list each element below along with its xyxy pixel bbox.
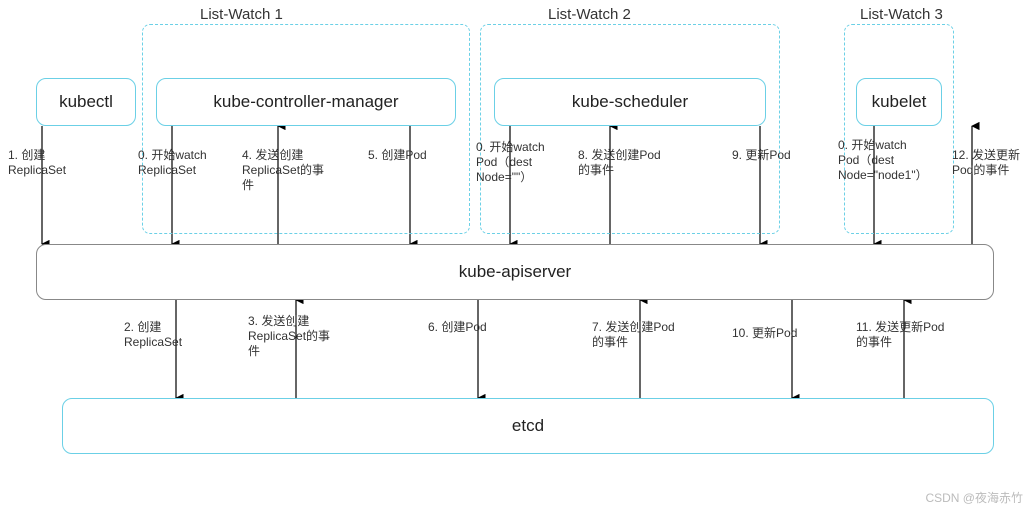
group-label-lw2: List-Watch 2 [548,6,631,23]
edge-label-e7: 7. 发送创建Pod的事件 [592,320,682,350]
edge-label-e2: 2. 创建ReplicaSet [124,320,214,350]
node-label-apiserver: kube-apiserver [459,262,571,282]
edge-label-e9: 9. 更新Pod [732,148,791,163]
node-label-kubelet: kubelet [872,92,927,112]
node-apiserver: kube-apiserver [36,244,994,300]
node-label-etcd: etcd [512,416,544,436]
node-label-scheduler: kube-scheduler [572,92,688,112]
edge-label-e10: 10. 更新Pod [732,326,797,341]
edge-label-e0b: 0. 开始watch Pod（dest Node=""） [476,140,566,185]
edge-label-e4: 4. 发送创建ReplicaSet的事件 [242,148,332,193]
edge-label-e0a: 0. 开始watch ReplicaSet [138,148,228,178]
node-kcm: kube-controller-manager [156,78,456,126]
node-etcd: etcd [62,398,994,454]
node-scheduler: kube-scheduler [494,78,766,126]
diagram-canvas: List-Watch 1 List-Watch 2 List-Watch 3 kub… [0,0,1029,509]
group-lw1 [142,24,470,234]
edge-label-e5: 5. 创建Pod [368,148,427,163]
group-label-lw1: List-Watch 1 [200,6,283,23]
edge-label-e0c: 0. 开始watch Pod（dest Node="node1"） [838,138,928,183]
edge-label-e11: 11. 发送更新Pod的事件 [856,320,946,350]
group-lw3 [844,24,954,234]
edge-label-e12: 12. 发送更新Pod的事件 [952,148,1029,178]
edge-label-e6: 6. 创建Pod [428,320,487,335]
edge-label-e3: 3. 发送创建ReplicaSet的事件 [248,314,338,359]
node-kubectl: kubectl [36,78,136,126]
group-lw2 [480,24,780,234]
edge-label-e8: 8. 发送创建Pod的事件 [578,148,668,178]
node-label-kubectl: kubectl [59,92,113,112]
watermark: CSDN @夜海赤竹 [925,489,1023,506]
edge-label-e1: 1. 创建ReplicaSet [8,148,98,178]
group-label-lw3: List-Watch 3 [860,6,943,23]
node-label-kcm: kube-controller-manager [213,92,398,112]
node-kubelet: kubelet [856,78,942,126]
